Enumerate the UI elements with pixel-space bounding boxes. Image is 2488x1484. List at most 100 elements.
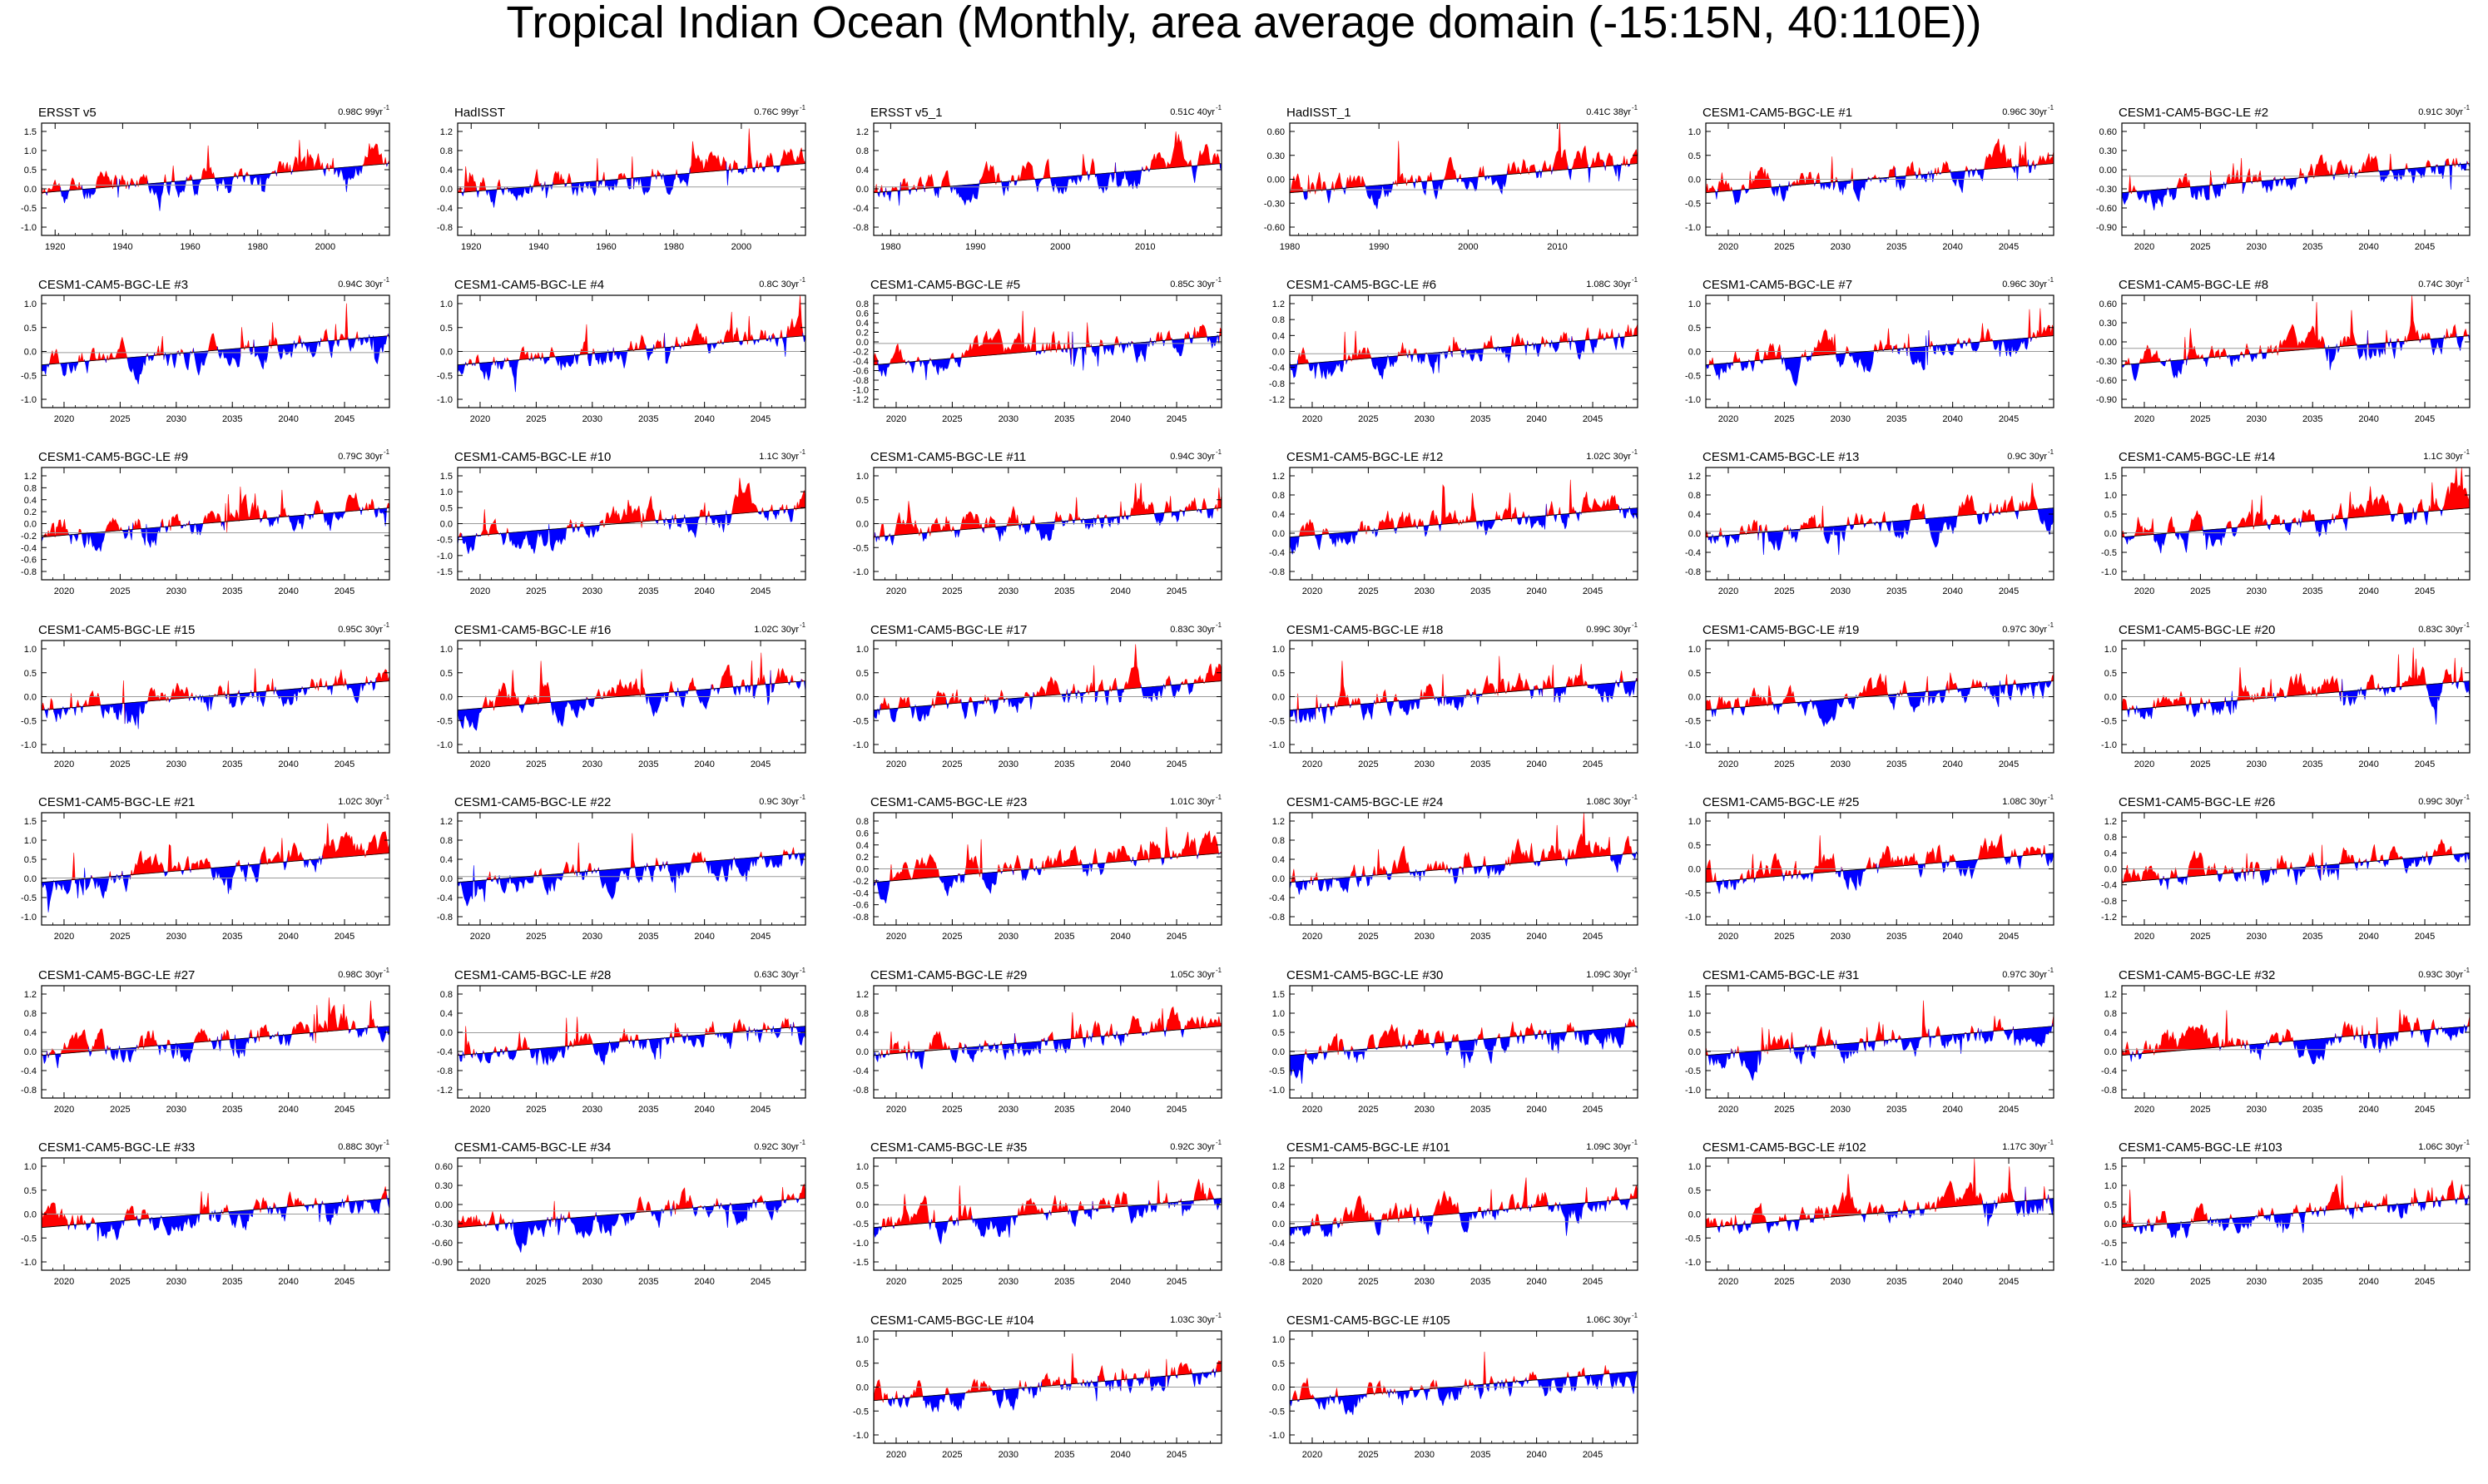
trend-line bbox=[2121, 853, 2471, 883]
x-tick-label: 2020 bbox=[54, 759, 74, 769]
panel-trend-label: 0.8C 30yr bbox=[759, 279, 799, 289]
panel-title: CESM1-CAM5-BGC-LE #101 bbox=[1286, 1140, 1450, 1155]
x-tick-label: 2020 bbox=[886, 1277, 906, 1287]
y-tick-label: 0.0 bbox=[1272, 348, 1285, 358]
x-tick-label: 2035 bbox=[222, 1277, 242, 1287]
y-tick-label: -0.5 bbox=[853, 1219, 869, 1229]
panel-trend-label: 0.95C 30yr bbox=[338, 625, 383, 635]
y-tick-label: 0.8 bbox=[856, 1009, 869, 1019]
y-tick-label: -0.8 bbox=[21, 567, 37, 577]
y-tick-label: 0.0 bbox=[856, 520, 869, 530]
y-tick-label: 1.0 bbox=[2104, 645, 2117, 655]
negative-anomaly-area bbox=[457, 852, 806, 907]
x-tick-label: 2045 bbox=[1999, 586, 2019, 596]
x-tick-label: 2035 bbox=[222, 1105, 242, 1115]
x-tick-label: 2040 bbox=[694, 759, 714, 769]
trend-line bbox=[457, 163, 806, 194]
panel-title: CESM1-CAM5-BGC-LE #102 bbox=[1702, 1140, 1866, 1155]
x-tick-label: 2030 bbox=[1831, 1277, 1851, 1287]
x-tick-label: 2035 bbox=[638, 586, 658, 596]
y-tick-label: 0.0 bbox=[1688, 348, 1701, 358]
chart-panel: CESM1-CAM5-BGC-LE #15 0.95C 30yr -1 1.0 0.5 0… bbox=[21, 621, 390, 769]
trend-line bbox=[41, 853, 390, 883]
panel-trend-label: 1.09C 30yr bbox=[1586, 1142, 1631, 1152]
trend-line bbox=[1705, 507, 2054, 538]
panel-trend-exponent: -1 bbox=[384, 1139, 390, 1146]
x-tick-label: 2040 bbox=[1942, 1277, 1962, 1287]
y-tick-label: 0.00 bbox=[2099, 166, 2117, 176]
y-tick-label: -0.30 bbox=[1264, 199, 1285, 209]
y-tick-label: -0.60 bbox=[1264, 223, 1285, 233]
y-tick-label: -0.60 bbox=[2096, 204, 2117, 214]
x-tick-label: 2045 bbox=[1167, 586, 1187, 596]
y-tick-label: -1.0 bbox=[2101, 567, 2117, 577]
y-tick-label: 0.60 bbox=[435, 1162, 453, 1172]
y-tick-label: 1.2 bbox=[440, 817, 453, 827]
x-tick-label: 2030 bbox=[2247, 759, 2267, 769]
y-tick-label: 0.4 bbox=[856, 319, 869, 329]
x-tick-label: 2025 bbox=[1774, 759, 1794, 769]
y-tick-label: 0.5 bbox=[856, 1359, 869, 1369]
panel-trend-exponent: -1 bbox=[2048, 794, 2054, 801]
y-tick-label: -0.6 bbox=[21, 556, 37, 566]
panel-frame bbox=[2121, 467, 2471, 581]
x-tick-label: 2020 bbox=[886, 1105, 906, 1115]
panel-trend-exponent: -1 bbox=[384, 104, 390, 111]
y-tick-label: 0.60 bbox=[1267, 127, 1285, 137]
panel-trend-exponent: -1 bbox=[2048, 448, 2054, 456]
y-tick-label: -0.5 bbox=[1685, 371, 1701, 381]
x-tick-label: 2040 bbox=[1526, 932, 1546, 942]
panel-frame bbox=[457, 985, 806, 1099]
y-tick-label: -0.5 bbox=[2101, 548, 2117, 558]
panel-trend-exponent: -1 bbox=[1216, 276, 1222, 284]
y-tick-label: 0.4 bbox=[1272, 1200, 1285, 1210]
y-tick-label: -0.5 bbox=[2101, 1239, 2117, 1249]
x-tick-label: 2020 bbox=[54, 1105, 74, 1115]
positive-anomaly-area bbox=[2124, 295, 2469, 366]
y-tick-label: -0.4 bbox=[1269, 893, 1285, 903]
panel-trend-exponent: -1 bbox=[800, 967, 806, 974]
y-tick-label: 0.0 bbox=[2104, 693, 2117, 703]
negative-anomaly-area bbox=[457, 507, 794, 554]
negative-anomaly-area bbox=[45, 162, 389, 211]
y-tick-label: -0.8 bbox=[853, 376, 869, 386]
panel-trend-label: 0.51C 40yr bbox=[1170, 107, 1215, 117]
x-tick-label: 2030 bbox=[166, 414, 186, 424]
negative-anomaly-area bbox=[1289, 678, 1637, 725]
panel-trend-exponent: -1 bbox=[800, 448, 806, 456]
trend-line bbox=[41, 1198, 390, 1229]
x-tick-label: 2030 bbox=[999, 759, 1018, 769]
panel-title: CESM1-CAM5-BGC-LE #29 bbox=[870, 968, 1027, 982]
y-tick-label: -1.0 bbox=[853, 1239, 869, 1249]
x-tick-label: 1920 bbox=[45, 242, 65, 252]
chart-panel: CESM1-CAM5-BGC-LE #33 0.88C 30yr -1 1.0 0.5 0… bbox=[21, 1139, 390, 1287]
x-tick-label: 2010 bbox=[1547, 242, 1567, 252]
y-tick-label: 1.2 bbox=[856, 127, 869, 137]
chart-panel: CESM1-CAM5-BGC-LE #5 0.85C 30yr -10.80.60.… bbox=[853, 276, 1222, 424]
y-tick-label: -1.2 bbox=[437, 1086, 453, 1096]
positive-anomaly-area bbox=[1291, 812, 1633, 886]
x-tick-label: 2025 bbox=[1358, 414, 1378, 424]
trend-line bbox=[1289, 680, 1638, 711]
x-tick-label: 2025 bbox=[110, 1277, 130, 1287]
y-tick-label: -0.4 bbox=[437, 893, 453, 903]
y-tick-label: -0.2 bbox=[853, 348, 869, 358]
x-tick-label: 2025 bbox=[942, 1450, 962, 1460]
y-tick-label: -0.8 bbox=[853, 1086, 869, 1096]
x-tick-label: 2030 bbox=[166, 586, 186, 596]
y-tick-label: 0.8 bbox=[24, 1009, 37, 1019]
chart-panel: CESM1-CAM5-BGC-LE #23 1.01C 30yr -1 0.8 0.6 0… bbox=[853, 794, 1222, 942]
x-tick-label: 2030 bbox=[2247, 1277, 2267, 1287]
y-tick-label: 0.5 bbox=[1688, 1186, 1701, 1196]
x-tick-label: 2020 bbox=[470, 759, 490, 769]
x-tick-label: 2025 bbox=[110, 586, 130, 596]
y-tick-label: -0.4 bbox=[853, 204, 869, 214]
panel-title: ERSST v5 bbox=[38, 106, 97, 120]
trend-line bbox=[1705, 853, 2054, 883]
y-tick-label: 0.5 bbox=[24, 166, 37, 176]
negative-anomaly-area bbox=[1289, 1369, 1638, 1416]
panel-trend-exponent: -1 bbox=[1216, 1312, 1222, 1319]
x-tick-label: 2025 bbox=[942, 1277, 962, 1287]
x-tick-label: 2040 bbox=[1942, 1105, 1962, 1115]
y-tick-label: 0.30 bbox=[2099, 146, 2117, 156]
